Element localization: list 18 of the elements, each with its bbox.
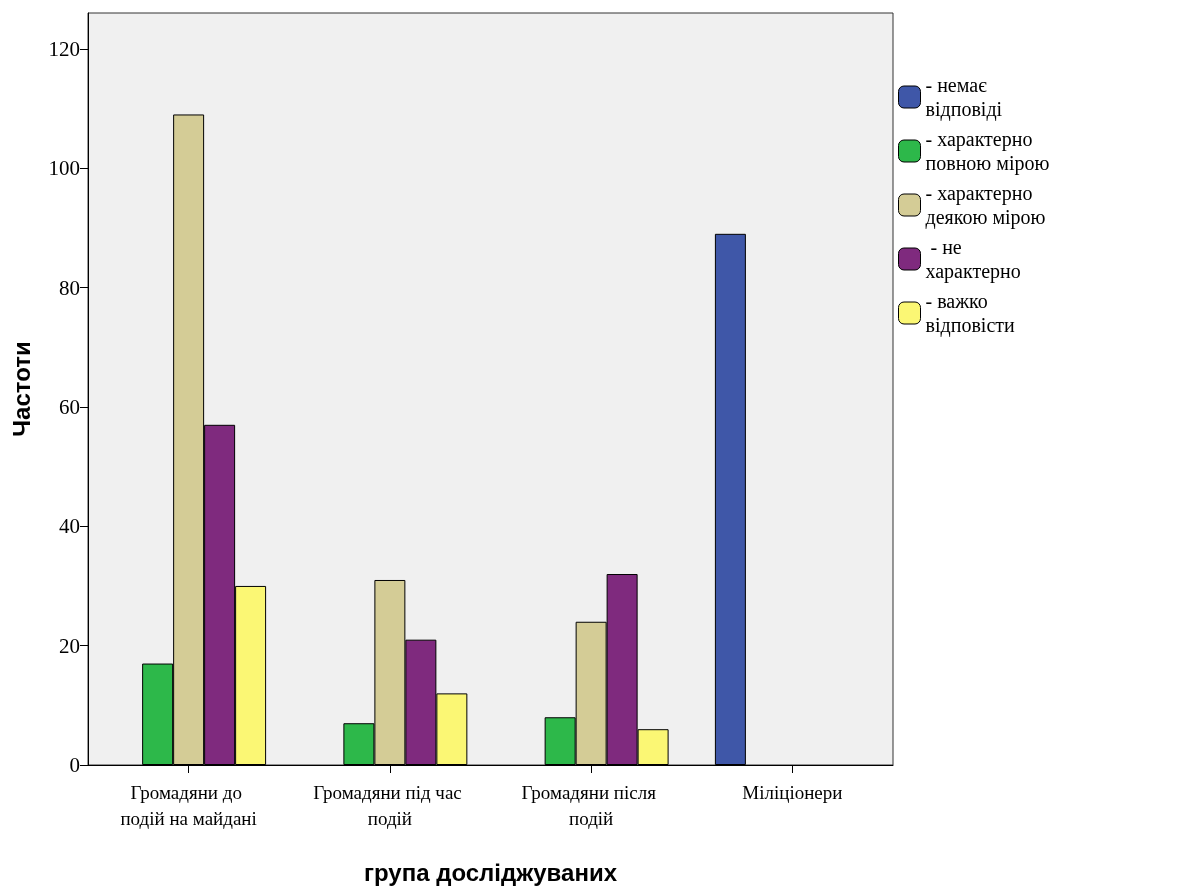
y-tick-label: 100 xyxy=(48,156,80,181)
y-tick-label: 0 xyxy=(69,753,80,777)
y-tick-label: 120 xyxy=(48,36,80,61)
legend-label: - важко відповісти xyxy=(925,290,1015,337)
x-tick-label: Міліціонери xyxy=(742,781,843,803)
legend-label: - не характерно xyxy=(925,236,1021,283)
y-tick-label: 20 xyxy=(59,633,80,658)
x-tick-label: Громадяни до подій на майдані xyxy=(120,781,257,829)
y-tick-label: 40 xyxy=(59,514,80,539)
y-axis-title: Частоти xyxy=(7,341,35,437)
y-tick-label: 60 xyxy=(59,394,80,419)
legend-label: - немає відповіді xyxy=(925,74,1003,121)
x-tick-label: Громадяни після подій xyxy=(521,781,661,829)
legend-label: - характерно деякою мірою xyxy=(925,182,1046,229)
x-axis-title: група досліджуваних xyxy=(363,858,618,886)
x-tick-label: Громадяни під час подій xyxy=(313,781,467,829)
y-tick-label: 80 xyxy=(59,275,80,300)
legend-label: - характерно повною мірою xyxy=(925,128,1050,175)
